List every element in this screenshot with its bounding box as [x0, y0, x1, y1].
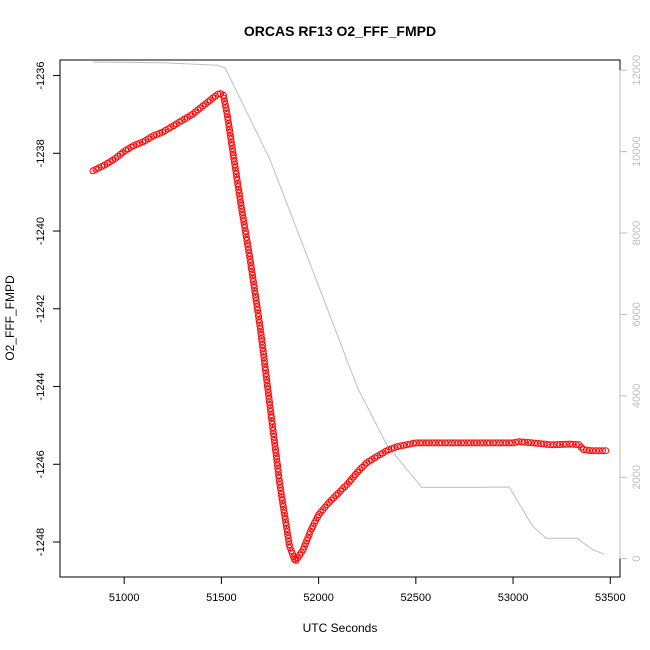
y-tick-label: -1238 — [35, 139, 47, 167]
o2-point — [334, 489, 342, 497]
o2-point — [356, 466, 364, 474]
o2-point — [400, 441, 408, 449]
o2-point — [255, 316, 263, 323]
x-axis-label: UTC Seconds — [303, 621, 378, 635]
o2-point — [305, 531, 313, 539]
y2-tick-label: 2000 — [631, 465, 643, 489]
o2-point — [327, 496, 335, 504]
o2-point — [221, 97, 229, 105]
o2-point — [285, 541, 293, 549]
o2-point — [243, 236, 251, 244]
right-series — [93, 61, 605, 556]
y2-tick-label: 8000 — [631, 221, 643, 245]
o2-point — [238, 208, 246, 216]
chart-title: ORCAS RF13 O2_FFF_FMPD — [244, 23, 436, 39]
o2-point — [393, 443, 401, 451]
o2-point — [228, 142, 236, 150]
left-series — [89, 90, 610, 564]
o2-point — [225, 123, 233, 131]
x-tick-label: 53000 — [498, 592, 529, 604]
o2-point — [288, 550, 296, 558]
y-tick-label: -1248 — [35, 528, 47, 556]
y-axis-label: O2_FFF_FMPD — [3, 275, 17, 361]
x-tick-label: 52000 — [303, 592, 334, 604]
o2-point — [325, 498, 333, 506]
o2-point — [279, 503, 287, 511]
o2-point — [252, 297, 260, 304]
o2-point — [220, 94, 228, 102]
y2-tick-label: 12000 — [631, 55, 643, 86]
y-tick-label: -1236 — [35, 61, 47, 89]
o2-point — [354, 468, 361, 476]
o2-point — [275, 477, 283, 485]
o2-point — [330, 494, 338, 502]
o2-point — [287, 547, 295, 555]
o2-point — [339, 485, 347, 493]
o2-point — [358, 464, 366, 471]
o2-point — [249, 278, 257, 285]
o2-point — [332, 492, 340, 500]
o2-point — [248, 268, 256, 276]
o2-point — [150, 132, 158, 140]
altitude-line — [93, 61, 605, 556]
x-tick-label: 51500 — [206, 592, 237, 604]
o2-point — [229, 151, 237, 159]
y2-tick-label: 10000 — [631, 136, 643, 167]
o2-point — [602, 447, 610, 455]
o2-point — [397, 442, 405, 450]
o2-point — [341, 483, 349, 491]
o2-point — [360, 461, 368, 469]
o2-dashed-line — [92, 92, 607, 563]
o2-point — [599, 447, 606, 455]
x-tick-label: 51000 — [109, 592, 140, 604]
o2-point — [222, 104, 230, 112]
y2-tick-label: 4000 — [631, 384, 643, 408]
o2-point — [281, 512, 289, 520]
x-tick-label: 53500 — [595, 592, 626, 604]
axes: 51000 51500 52000 52500 53000 53500 -1248 -1246… — [35, 55, 643, 604]
o2-point — [283, 528, 291, 536]
x-tick-label: 52500 — [401, 592, 432, 604]
o2-point — [572, 441, 580, 448]
o2-point — [406, 440, 414, 448]
o2-point — [577, 443, 585, 451]
o2-point — [251, 287, 259, 295]
y-tick-label: -1240 — [35, 217, 47, 245]
o2-point — [227, 132, 234, 140]
y-tick-label: -1242 — [35, 295, 47, 323]
y-tick-label: -1244 — [35, 372, 47, 400]
o2-point — [254, 306, 262, 314]
o2-point — [232, 167, 240, 175]
y2-tick-label: 6000 — [631, 302, 643, 326]
o2-point — [221, 101, 229, 109]
o2-point — [336, 487, 344, 495]
o2-point — [236, 192, 244, 200]
o2-point — [247, 259, 255, 266]
o2-point — [390, 444, 398, 452]
o2-point — [277, 487, 285, 495]
o2-point — [233, 176, 241, 184]
y2-tick-label: 0 — [631, 556, 643, 562]
y-tick-label: -1246 — [35, 450, 47, 478]
